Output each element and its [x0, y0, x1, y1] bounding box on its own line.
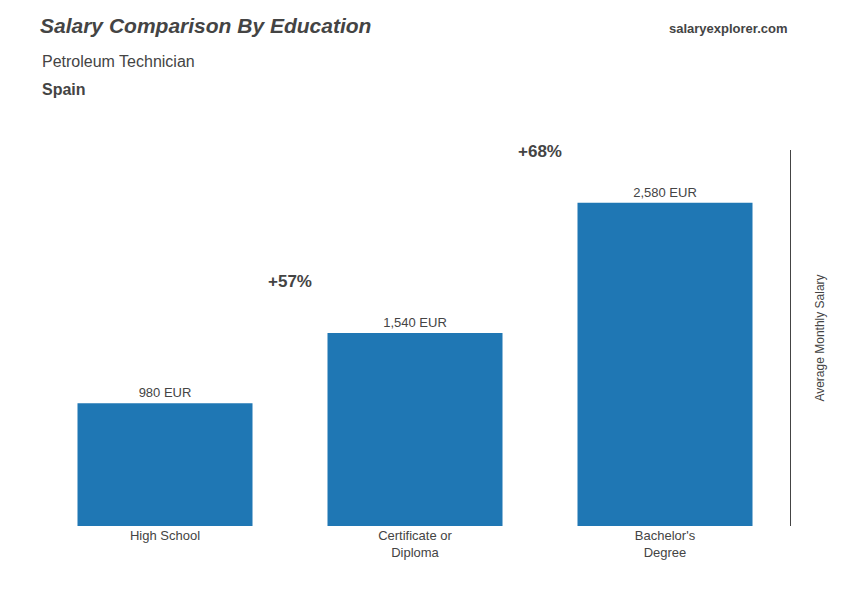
svg-text:Certificate orDiploma: Certificate orDiploma	[378, 528, 452, 560]
svg-text:Petroleum Technician: Petroleum Technician	[42, 53, 195, 70]
svg-text:Average Monthly Salary: Average Monthly Salary	[813, 274, 827, 401]
svg-text:+68%: +68%	[518, 142, 562, 161]
svg-text:High School: High School	[130, 528, 200, 543]
svg-text:980 EUR: 980 EUR	[139, 385, 192, 400]
svg-text:Spain: Spain	[42, 81, 86, 98]
svg-text:1,540 EUR: 1,540 EUR	[383, 315, 447, 330]
svg-text:salaryexplorer.com: salaryexplorer.com	[669, 21, 788, 36]
svg-text:2,580 EUR: 2,580 EUR	[633, 185, 697, 200]
svg-text:Bachelor'sDegree: Bachelor'sDegree	[635, 528, 696, 560]
svg-text:+57%: +57%	[268, 272, 312, 291]
svg-text:Salary Comparison By Education: Salary Comparison By Education	[40, 14, 371, 37]
